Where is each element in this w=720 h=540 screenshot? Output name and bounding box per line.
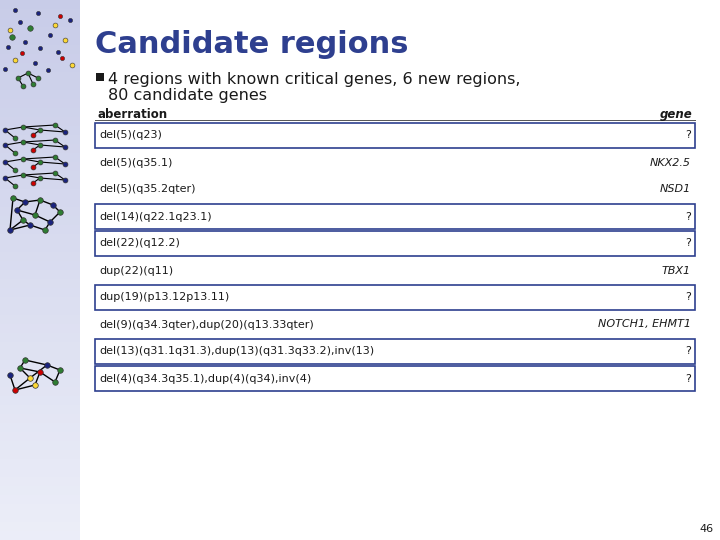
Bar: [0, 333, 80, 342]
Bar: [0, 126, 80, 135]
Bar: [0, 351, 80, 360]
Bar: [0, 144, 80, 153]
Bar: [0, 45, 80, 54]
Text: del(13)(q31.1q31.3),dup(13)(q31.3q33.2),inv(13): del(13)(q31.1q31.3),dup(13)(q31.3q33.2),…: [99, 347, 374, 356]
Bar: [95, 285, 695, 310]
Bar: [0, 342, 80, 351]
Bar: [0, 207, 80, 216]
Text: 46: 46: [700, 524, 714, 534]
Bar: [95, 123, 695, 148]
Text: del(5)(q35.1): del(5)(q35.1): [99, 158, 172, 167]
Text: ?: ?: [685, 374, 691, 383]
Bar: [0, 198, 80, 207]
Bar: [0, 468, 80, 477]
Bar: [0, 162, 80, 171]
Bar: [95, 366, 695, 391]
Bar: [0, 36, 80, 45]
Bar: [0, 297, 80, 306]
Text: del(5)(q23): del(5)(q23): [99, 131, 162, 140]
Bar: [0, 135, 80, 144]
Bar: [0, 234, 80, 243]
Bar: [0, 189, 80, 198]
Bar: [0, 270, 80, 279]
Text: aberration: aberration: [97, 108, 167, 121]
Bar: [0, 378, 80, 387]
Text: NKX2.5: NKX2.5: [650, 158, 691, 167]
Bar: [0, 522, 80, 531]
Bar: [95, 339, 695, 364]
Bar: [0, 504, 80, 513]
Bar: [0, 108, 80, 117]
Bar: [0, 9, 80, 18]
Bar: [0, 27, 80, 36]
Bar: [0, 72, 80, 81]
Bar: [0, 441, 80, 450]
Text: dup(19)(p13.12p13.11): dup(19)(p13.12p13.11): [99, 293, 229, 302]
Bar: [0, 288, 80, 297]
Text: del(5)(q35.2qter): del(5)(q35.2qter): [99, 185, 196, 194]
Text: del(9)(q34.3qter),dup(20)(q13.33qter): del(9)(q34.3qter),dup(20)(q13.33qter): [99, 320, 314, 329]
Bar: [0, 423, 80, 432]
Bar: [0, 99, 80, 108]
Bar: [0, 414, 80, 423]
Text: del(22)(q12.2): del(22)(q12.2): [99, 239, 180, 248]
Text: ?: ?: [685, 293, 691, 302]
Text: ?: ?: [685, 347, 691, 356]
Bar: [0, 306, 80, 315]
Bar: [0, 171, 80, 180]
Text: del(4)(q34.3q35.1),dup(4)(q34),inv(4): del(4)(q34.3q35.1),dup(4)(q34),inv(4): [99, 374, 311, 383]
Bar: [0, 18, 80, 27]
Text: NSD1: NSD1: [660, 185, 691, 194]
Bar: [0, 180, 80, 189]
Bar: [0, 0, 80, 9]
Text: 80 candidate genes: 80 candidate genes: [108, 88, 267, 103]
Bar: [0, 432, 80, 441]
Bar: [0, 225, 80, 234]
Bar: [0, 261, 80, 270]
Bar: [0, 360, 80, 369]
Text: dup(22)(q11): dup(22)(q11): [99, 266, 173, 275]
Text: NOTCH1, EHMT1: NOTCH1, EHMT1: [598, 320, 691, 329]
Text: 4 regions with known critical genes, 6 new regions,: 4 regions with known critical genes, 6 n…: [108, 72, 521, 87]
Bar: [0, 315, 80, 324]
Bar: [0, 54, 80, 63]
Bar: [0, 450, 80, 459]
Bar: [0, 252, 80, 261]
Bar: [0, 153, 80, 162]
Bar: [0, 387, 80, 396]
Text: TBX1: TBX1: [662, 266, 691, 275]
Bar: [0, 81, 80, 90]
Bar: [0, 513, 80, 522]
Bar: [95, 231, 695, 256]
Bar: [0, 396, 80, 405]
Bar: [0, 459, 80, 468]
Bar: [0, 369, 80, 378]
Bar: [0, 477, 80, 486]
Bar: [95, 204, 695, 229]
Bar: [0, 279, 80, 288]
Text: ?: ?: [685, 239, 691, 248]
Text: gene: gene: [660, 108, 693, 121]
Text: ?: ?: [685, 131, 691, 140]
Bar: [0, 531, 80, 540]
Bar: [0, 117, 80, 126]
Bar: [0, 405, 80, 414]
Text: Candidate regions: Candidate regions: [95, 30, 408, 59]
Bar: [0, 243, 80, 252]
Text: del(14)(q22.1q23.1): del(14)(q22.1q23.1): [99, 212, 212, 221]
Bar: [0, 324, 80, 333]
Bar: [0, 90, 80, 99]
Bar: [0, 495, 80, 504]
Bar: [0, 63, 80, 72]
Text: ?: ?: [685, 212, 691, 221]
Bar: [0, 486, 80, 495]
Bar: [0, 216, 80, 225]
Bar: [96, 73, 104, 81]
